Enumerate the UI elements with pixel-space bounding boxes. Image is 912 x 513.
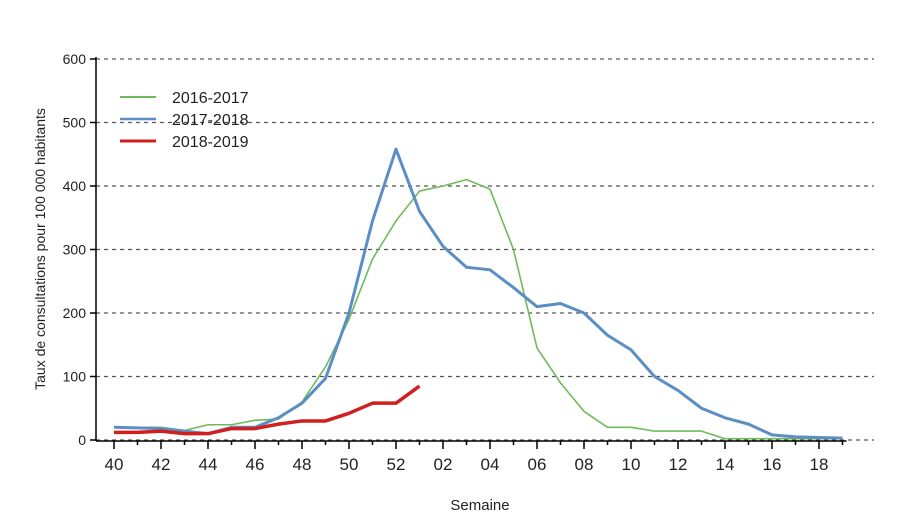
x-tick-label: 06 xyxy=(528,455,547,474)
series-lines xyxy=(113,147,843,440)
axes: 0 100 200 300 400 500 600 40 42 44 46 48 50 52 02 04 06 0… xyxy=(63,51,847,474)
gridlines xyxy=(96,58,874,441)
series-line-2018-2019 xyxy=(114,384,421,436)
series-line-2016-2017 xyxy=(114,178,843,440)
y-tick-label: 300 xyxy=(63,242,87,258)
x-tick-label: 14 xyxy=(716,455,735,474)
x-tick-label: 50 xyxy=(340,455,359,474)
x-tick-label: 02 xyxy=(434,455,453,474)
series-line-2017-2018 xyxy=(113,147,843,440)
legend-label: 2017-2018 xyxy=(172,112,249,129)
x-tick-label: 04 xyxy=(481,455,500,474)
y-tick-label: 0 xyxy=(78,432,86,448)
x-tick-label: 08 xyxy=(575,455,594,474)
y-tick-label: 600 xyxy=(63,51,87,67)
y-tick-label: 500 xyxy=(63,115,87,131)
x-tick-label: 10 xyxy=(622,455,641,474)
x-tick-label: 42 xyxy=(152,455,171,474)
legend: 2016-2017 2017-2018 2018-2019 xyxy=(120,90,249,151)
x-tick-label: 46 xyxy=(246,455,265,474)
legend-label: 2016-2017 xyxy=(172,90,249,107)
y-tick-label: 100 xyxy=(63,369,87,385)
x-tick-label: 52 xyxy=(387,455,406,474)
x-axis-label: Semaine xyxy=(450,497,509,513)
x-tick-label: 40 xyxy=(105,455,124,474)
x-tick-label: 12 xyxy=(669,455,688,474)
x-tick-label: 16 xyxy=(763,455,782,474)
y-tick-label: 200 xyxy=(63,305,87,321)
y-tick-label: 400 xyxy=(63,178,87,194)
y-axis-label: Taux de consultations pour 100 000 habit… xyxy=(32,108,48,390)
x-tick-label: 18 xyxy=(810,455,829,474)
x-tick-label: 44 xyxy=(199,455,218,474)
x-tick-label: 48 xyxy=(293,455,312,474)
legend-label: 2018-2019 xyxy=(172,134,249,151)
